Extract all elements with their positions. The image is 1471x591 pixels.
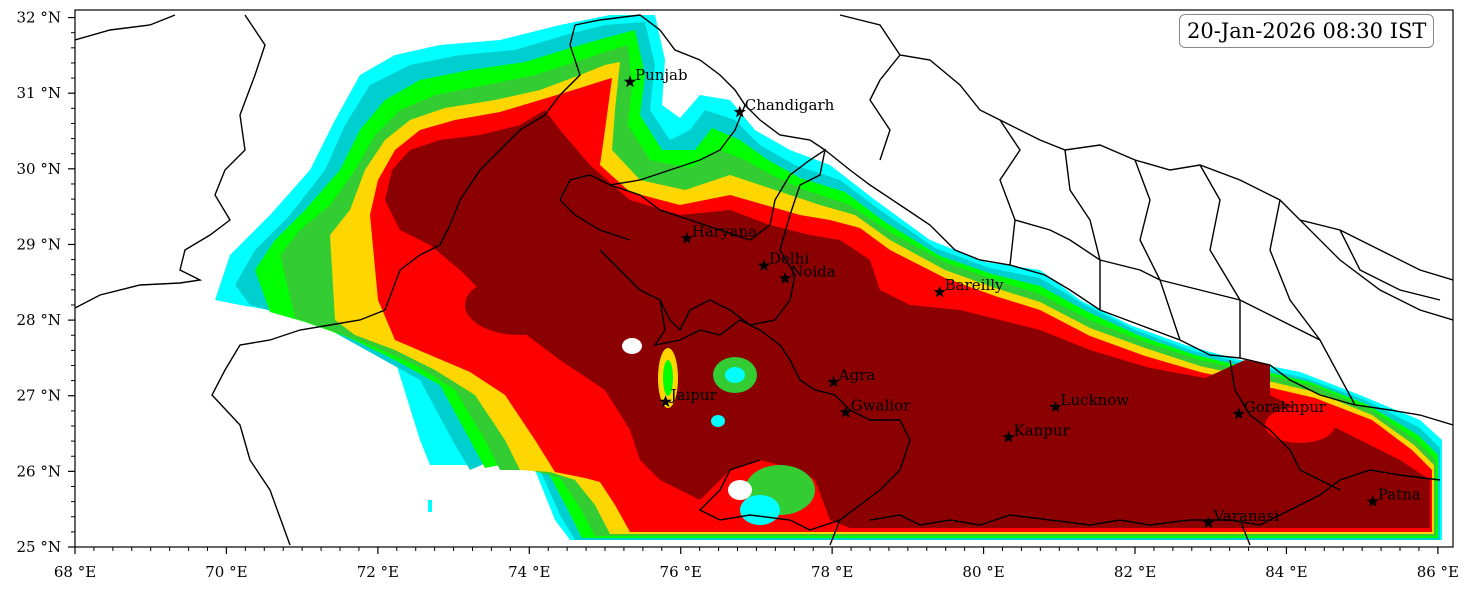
- fog-contours: [215, 15, 1442, 540]
- boundary-bihar: [1229, 359, 1341, 546]
- y-tick-label: 30 °N: [17, 160, 61, 178]
- boundary-jk: [574, 14, 826, 151]
- y-tick-label: 29 °N: [17, 235, 61, 253]
- boundary-mp: [698, 459, 1441, 531]
- city-label: Kanpur: [1014, 421, 1071, 439]
- city-label: Noida: [790, 263, 836, 281]
- x-tick-label: 72 °E: [357, 563, 399, 581]
- city-label: Chandigarh: [745, 96, 835, 114]
- fog-patch: [428, 500, 432, 512]
- city-label: Agra: [838, 366, 876, 384]
- x-tick-label: 86 °E: [1417, 563, 1459, 581]
- city-label: Haryana: [692, 222, 757, 240]
- boundary-rajasthan: [653, 299, 911, 546]
- fog-patch: [740, 495, 780, 525]
- y-tick-label: 25 °N: [17, 538, 61, 556]
- x-tick-label: 76 °E: [660, 563, 702, 581]
- city-star-icon: [779, 272, 792, 284]
- city-star-icon: [1202, 516, 1215, 529]
- x-tick-label: 68 °E: [54, 563, 96, 581]
- x-tick-label: 82 °E: [1114, 563, 1156, 581]
- x-tick-label: 78 °E: [811, 563, 853, 581]
- boundary-nepal-districts: [869, 54, 1453, 406]
- city-star-icon: [933, 285, 946, 298]
- city-star-icon: [659, 395, 672, 407]
- city-star-icon: [680, 231, 693, 244]
- y-tick-label: 27 °N: [17, 387, 61, 405]
- map-axes: 68 °E 70 °E 72 °E 74 °E 76 °E 78 °E 80 °E 82 °E…: [17, 9, 1459, 581]
- fog-patch: [800, 325, 1040, 435]
- boundary-up-north: [824, 149, 1453, 426]
- boundary-india-pakistan: [211, 24, 581, 546]
- city-star-icon: [623, 75, 637, 88]
- fog-patch: [622, 338, 642, 354]
- city-label: Patna: [1378, 486, 1421, 504]
- x-tick-label: 70 °E: [205, 563, 247, 581]
- y-tick-label: 26 °N: [17, 462, 61, 480]
- fog-patch: [728, 480, 752, 500]
- city-star-icon: [1049, 400, 1062, 413]
- fog-patch: [711, 415, 725, 427]
- x-tick-label: 80 °E: [962, 563, 1004, 581]
- city-star-icon: [1002, 430, 1015, 443]
- fog-patch: [1265, 407, 1335, 443]
- city-label: Jaipur: [669, 386, 718, 404]
- city-star-icon: [733, 105, 746, 118]
- city-label: Varanasi: [1212, 507, 1279, 525]
- city-label: Punjab: [635, 66, 688, 84]
- y-tick-label: 32 °N: [17, 9, 61, 27]
- timestamp-label: 20-Jan-2026 08:30 IST: [1179, 14, 1435, 48]
- fog-patch: [663, 360, 673, 396]
- city-label: Gwalior: [851, 396, 911, 414]
- boundary-pakistan-west: [75, 14, 266, 309]
- city-label: Bareilly: [945, 276, 1004, 294]
- city-label: Delhi: [769, 250, 809, 268]
- city-label: Gorakhpur: [1244, 398, 1327, 416]
- city-star-icon: [827, 375, 840, 388]
- city-star-icon: [1232, 407, 1245, 420]
- boundaries: [75, 14, 1453, 546]
- city-star-icon: [1366, 495, 1379, 507]
- map-plot-area: [75, 10, 1453, 547]
- boundary-nepal: [839, 14, 1453, 281]
- city-star-icon: [757, 259, 771, 271]
- fog-level-7: [385, 110, 1430, 528]
- fog-patch: [725, 367, 745, 383]
- city-star-icon: [839, 405, 852, 418]
- x-tick-label: 84 °E: [1265, 563, 1307, 581]
- boundary-haryana: [599, 148, 827, 332]
- fog-patch: [465, 275, 575, 335]
- plot-border: [74, 9, 1454, 548]
- x-tick-label: 74 °E: [508, 563, 550, 581]
- y-tick-label: 28 °N: [17, 311, 61, 329]
- city-label: Lucknow: [1061, 391, 1130, 409]
- y-tick-label: 31 °N: [17, 84, 61, 102]
